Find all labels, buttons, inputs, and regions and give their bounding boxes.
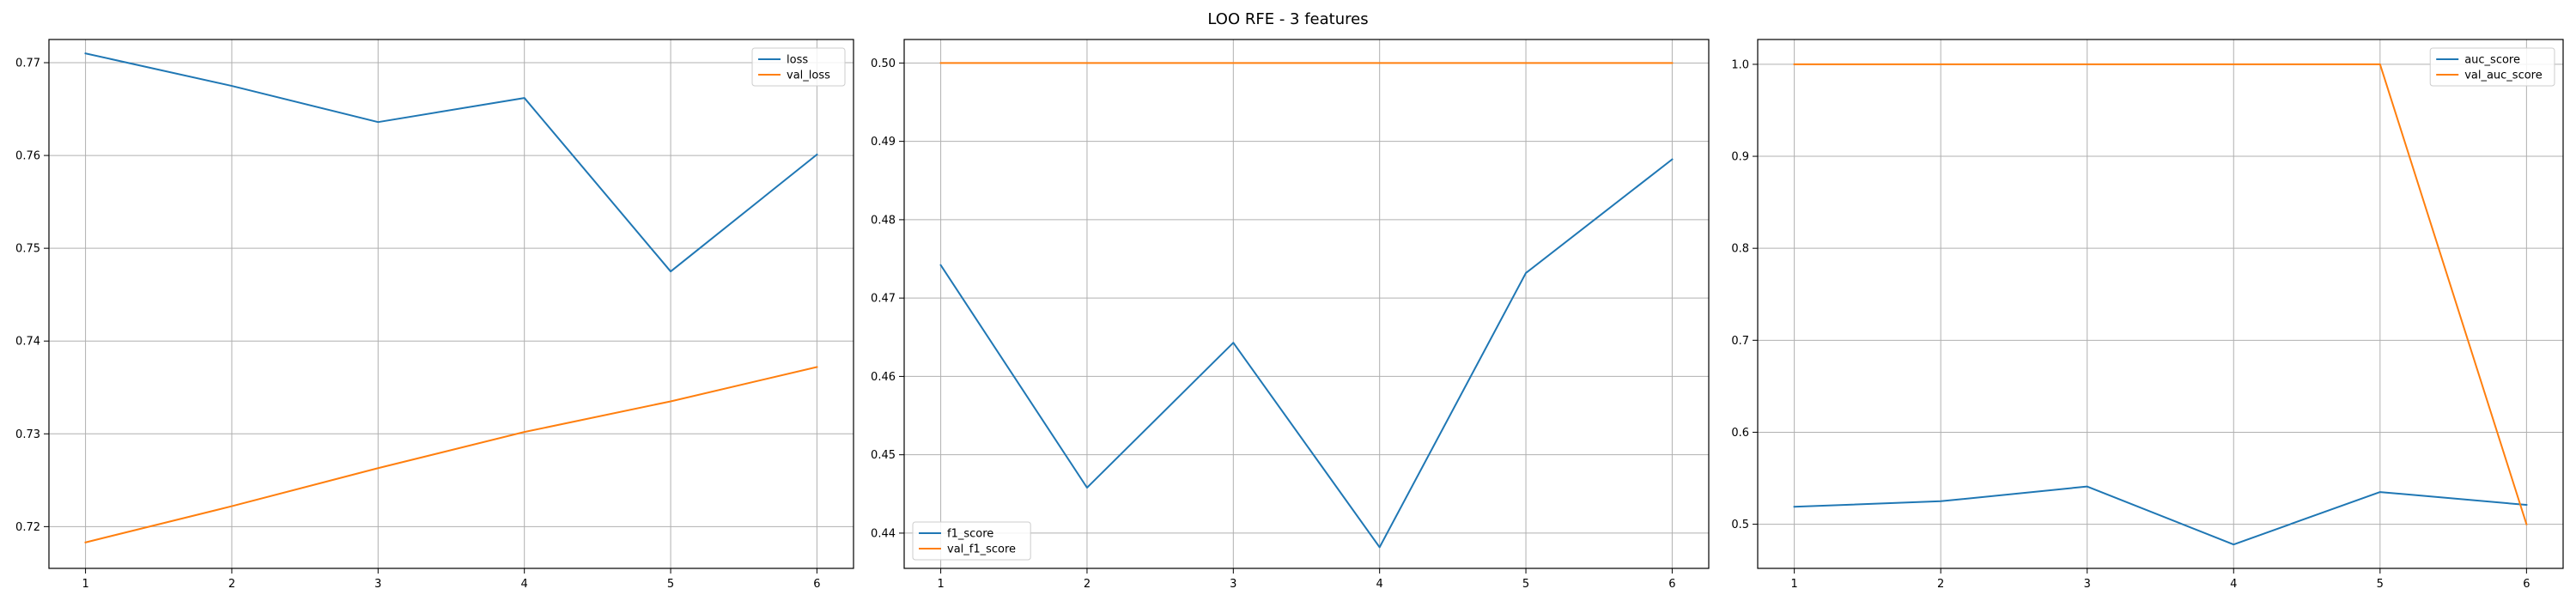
axes-frame xyxy=(48,39,854,569)
legend-label: val_f1_score xyxy=(947,543,1016,556)
figure-title: LOO RFE - 3 features xyxy=(1207,10,1368,28)
legend-label: val_auc_score xyxy=(2464,70,2543,82)
y-axis: 0.72 0.73 0.74 0.75 0.76 0.77 xyxy=(15,58,49,534)
x-tick-label: 4 xyxy=(521,578,528,591)
y-tick-label: 0.5 xyxy=(1731,519,1749,531)
y-tick-label: 0.75 xyxy=(15,243,40,256)
y-tick-label: 0.72 xyxy=(15,521,40,534)
legend-label: f1_score xyxy=(947,528,993,541)
legend-box xyxy=(2429,47,2555,87)
legend-label: loss xyxy=(787,54,808,67)
legend-label: auc_score xyxy=(2464,54,2520,67)
y-tick-label: 0.44 xyxy=(871,527,896,540)
y-tick-label: 0.74 xyxy=(15,336,40,349)
axes-frame xyxy=(1757,39,2564,569)
legend: loss val_loss xyxy=(751,47,846,87)
y-tick-label: 0.6 xyxy=(1731,427,1749,440)
y-tick-label: 0.50 xyxy=(871,58,896,70)
legend: f1_score val_f1_score xyxy=(912,521,1031,561)
x-tick-label: 1 xyxy=(82,578,88,591)
y-axis: 0.5 0.6 0.7 0.8 0.9 1.0 xyxy=(1731,58,1758,531)
x-tick-label: 3 xyxy=(1230,578,1236,591)
x-tick-label: 3 xyxy=(2084,578,2091,591)
y-tick-label: 0.49 xyxy=(871,136,896,149)
subplot-3: 1 2 3 4 5 6 0.5 0.6 0.7 0.8 0.9 1.0 auc_score val_auc… xyxy=(1731,39,2564,591)
x-axis: 1 2 3 4 5 6 xyxy=(937,568,1676,591)
y-tick-label: 0.77 xyxy=(15,58,40,70)
legend-box xyxy=(751,47,846,87)
subplot-grid: 1 2 3 4 5 60.720.730.740.750.760.77 lossval_lo… xyxy=(15,39,2564,591)
legend-label: val_loss xyxy=(787,70,830,82)
y-axis: 0.44 0.45 0.46 0.47 0.48 0.49 0.50 xyxy=(871,58,904,540)
y-tick-label: 0.45 xyxy=(871,449,896,462)
y-tick-label: 0.47 xyxy=(871,293,896,306)
series-line-val_loss xyxy=(84,366,818,543)
gridlines xyxy=(49,39,854,568)
x-tick-label: 4 xyxy=(1376,578,1383,591)
x-tick-label: 6 xyxy=(2523,578,2530,591)
x-tick-label: 4 xyxy=(2230,578,2237,591)
x-tick-label: 5 xyxy=(2377,578,2384,591)
y-tick-label: 0.7 xyxy=(1731,335,1749,348)
series-line-f1_score xyxy=(939,158,1674,549)
x-tick-label: 3 xyxy=(374,578,381,591)
y-tick-label: 1.0 xyxy=(1731,58,1749,71)
x-tick-label: 2 xyxy=(1084,578,1091,591)
legend-box xyxy=(912,521,1031,561)
x-tick-label: 1 xyxy=(1790,578,1797,591)
y-tick-label: 0.76 xyxy=(15,150,40,163)
x-axis: 1 2 3 4 5 6 xyxy=(1790,568,2530,591)
series-line-auc_score xyxy=(1793,485,2528,546)
gridlines xyxy=(904,39,1709,568)
x-tick-label: 2 xyxy=(1937,578,1944,591)
y-tick-label: 0.48 xyxy=(871,214,896,227)
x-tick-label: 5 xyxy=(667,578,674,591)
y-tick-label: 0.8 xyxy=(1731,243,1749,256)
series-line-val_auc_score xyxy=(1793,63,2528,525)
x-axis: 1 2 3 4 5 6 xyxy=(82,568,821,591)
y-tick-label: 0.73 xyxy=(15,428,40,441)
series-line-loss xyxy=(84,52,818,273)
x-tick-label: 5 xyxy=(1522,578,1529,591)
x-tick-label: 6 xyxy=(813,578,820,591)
y-tick-label: 0.9 xyxy=(1731,151,1749,164)
legend: auc_score val_auc_score xyxy=(2429,47,2555,87)
axes-frame xyxy=(903,39,1710,569)
gridlines xyxy=(1758,39,2563,568)
x-tick-label: 1 xyxy=(937,578,944,591)
x-tick-label: 6 xyxy=(1668,578,1675,591)
subplot-1: 1 2 3 4 5 6 0.72 0.73 0.74 0.75 0.76 0.77 loss val_lo… xyxy=(15,39,854,591)
x-tick-label: 2 xyxy=(228,578,235,591)
subplot-2: 1 2 3 4 5 6 0.44 0.45 0.46 0.47 0.48 0.49 0.50 f1_sco… xyxy=(871,39,1710,591)
y-tick-label: 0.46 xyxy=(871,371,896,384)
